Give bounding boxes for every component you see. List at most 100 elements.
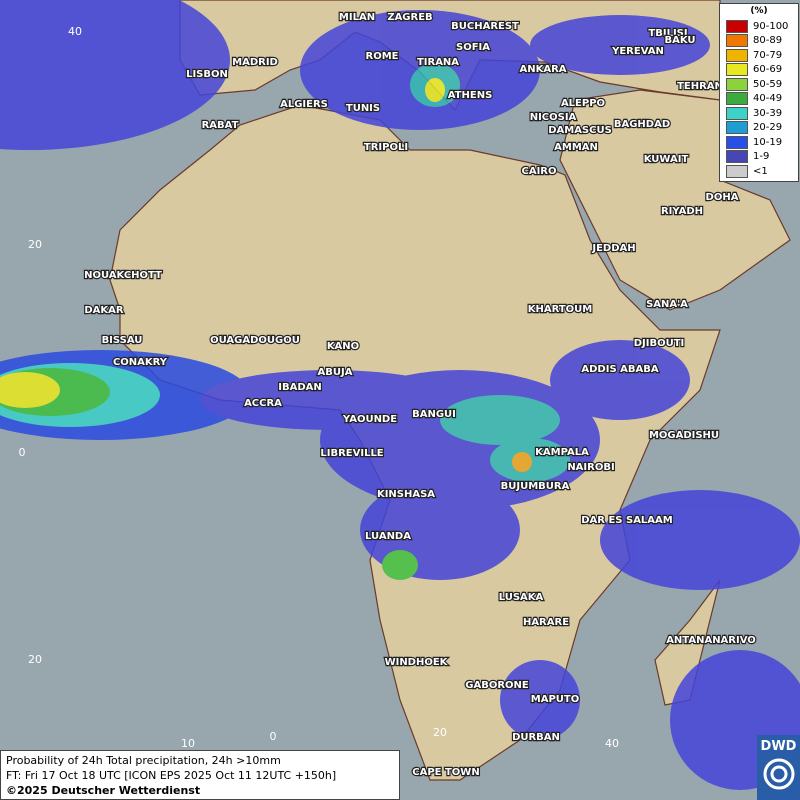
- legend-entry: 10-19: [720, 135, 798, 150]
- city-label: CAPE TOWN: [412, 767, 479, 778]
- legend-title: (%): [750, 6, 768, 16]
- legend-entry: 70-79: [720, 48, 798, 63]
- legend-label: 1-9: [753, 151, 770, 163]
- city-label: MADRID: [232, 57, 278, 68]
- latitude-label: 40: [68, 25, 82, 38]
- legend-label: <1: [753, 165, 768, 177]
- city-label: NAIROBI: [567, 462, 614, 473]
- legend-label: 80-89: [753, 35, 783, 47]
- legend-swatch: [726, 135, 748, 149]
- city-label: LISBON: [186, 69, 228, 80]
- city-label: IBADAN: [278, 382, 322, 393]
- legend-entry: 20-29: [720, 121, 798, 136]
- legend-swatch: [726, 77, 748, 91]
- logo-text: DWD: [760, 739, 797, 754]
- city-label: LUSAKA: [499, 592, 544, 603]
- city-label: KAMPALA: [535, 447, 589, 458]
- longitude-label: 20: [433, 726, 447, 739]
- longitude-label: 40: [605, 737, 619, 750]
- city-label: YEREVAN: [611, 46, 664, 57]
- city-label: GABORONE: [465, 680, 529, 691]
- city-label: SANA'A: [646, 299, 688, 310]
- legend-swatch: [726, 48, 748, 62]
- city-label: BAGHDAD: [614, 119, 670, 130]
- city-label: OUAGADOUGOU: [210, 335, 300, 346]
- legend-label: 10-19: [753, 136, 783, 148]
- city-label: MAPUTO: [531, 694, 579, 705]
- legend-entry: 40-49: [720, 92, 798, 107]
- city-label: DAR ES SALAAM: [581, 515, 673, 526]
- footer: Probability of 24h Total precipitation, …: [0, 750, 400, 800]
- legend-entry: 1-9: [720, 150, 798, 165]
- city-label: MILAN: [339, 12, 375, 23]
- city-label: AMMAN: [554, 142, 598, 153]
- legend: (%) 90-100 80-89 70-79 60-69 50-59 40-49 30-39…: [719, 3, 799, 182]
- legend-swatch: [726, 92, 748, 106]
- city-label: BISSAU: [102, 335, 143, 346]
- city-label: WINDHOEK: [385, 657, 449, 668]
- city-label: ADDIS ABABA: [581, 364, 658, 375]
- legend-entry: 90-100: [720, 19, 798, 34]
- city-label: BUCHAREST: [451, 21, 519, 32]
- city-label: DOHA: [706, 192, 739, 203]
- logo-swirl: [763, 758, 794, 790]
- legend-label: 70-79: [753, 49, 783, 61]
- copyright: ©2025 Deutscher Wetterdienst: [6, 784, 201, 797]
- city-label: YAOUNDE: [342, 414, 397, 425]
- legend-entry: 50-59: [720, 77, 798, 92]
- city-label: ZAGREB: [387, 12, 432, 23]
- city-label: ATHENS: [448, 90, 493, 101]
- city-label: TUNIS: [346, 103, 380, 114]
- legend-entry: 60-69: [720, 63, 798, 78]
- city-label: RIYADH: [661, 206, 703, 217]
- forecast-time: FT: Fri 17 Oct 18 UTC [ICON EPS 2025 Oct…: [6, 769, 337, 782]
- city-label: DURBAN: [512, 732, 560, 743]
- latitude-label: 20: [28, 653, 42, 666]
- legend-label: 20-29: [753, 122, 783, 134]
- city-label: KINSHASA: [377, 489, 435, 500]
- city-label: RABAT: [202, 120, 239, 131]
- latitude-label: 0: [19, 446, 26, 459]
- latitude-label: 20: [28, 238, 42, 251]
- city-label: ALEPPO: [561, 98, 605, 109]
- product-title: Probability of 24h Total precipitation, …: [6, 754, 281, 767]
- legend-swatch: [726, 150, 748, 164]
- city-label: BAKU: [664, 35, 695, 46]
- legend-entry: 30-39: [720, 106, 798, 121]
- arabia: [559, 89, 791, 311]
- city-label: DAKAR: [84, 305, 124, 316]
- city-label: LIBREVILLE: [320, 448, 383, 459]
- legend-label: 30-39: [753, 107, 783, 119]
- city-label: KANO: [327, 341, 359, 352]
- legend-swatch: [726, 34, 748, 48]
- city-label: ANKARA: [519, 64, 566, 75]
- city-label: ROME: [366, 51, 399, 62]
- legend-swatch: [726, 164, 748, 178]
- legend-swatch: [726, 63, 748, 77]
- dwd-logo: DWD: [757, 735, 800, 800]
- legend-label: 50-59: [753, 78, 783, 90]
- city-label: TIRANA: [417, 57, 459, 68]
- madagascar: [654, 579, 721, 706]
- city-label: CONAKRY: [113, 357, 168, 368]
- city-label: DJIBOUTI: [634, 338, 685, 349]
- city-label: KUWAIT: [644, 154, 689, 165]
- city-label: KHARTOUM: [528, 304, 593, 315]
- city-label: NOUAKCHOTT: [84, 270, 162, 281]
- city-label: BUJUMBURA: [501, 481, 570, 492]
- city-label: ANTANANARIVO: [666, 635, 756, 646]
- city-label: CAIRO: [522, 166, 557, 177]
- city-label: LUANDA: [365, 531, 411, 542]
- city-label: JEDDAH: [591, 243, 635, 254]
- legend-swatch: [726, 19, 748, 33]
- legend-swatch: [726, 106, 748, 120]
- city-label: BANGUI: [412, 409, 456, 420]
- legend-entry: 80-89: [720, 34, 798, 49]
- city-label: ALGIERS: [280, 99, 328, 110]
- city-label: TBILISI: [648, 28, 687, 39]
- city-label: TRIPOLI: [364, 142, 408, 153]
- legend-label: 60-69: [753, 64, 783, 76]
- city-label: NICOSIA: [530, 112, 577, 123]
